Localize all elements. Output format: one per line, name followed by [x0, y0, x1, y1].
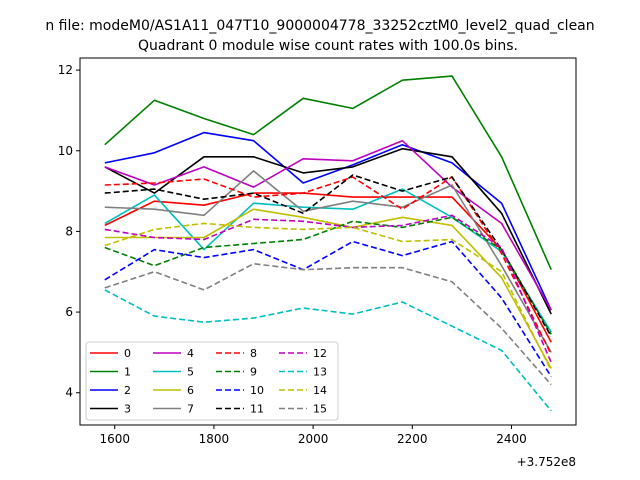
y-tick-label: 8: [65, 224, 73, 238]
x-tick-label: 2000: [298, 432, 329, 446]
figure-suptitle: n file: modeM0/AS1A11_047T10_9000004778_…: [45, 18, 594, 34]
legend-label-10: 10: [250, 384, 264, 397]
legend-label-14: 14: [313, 384, 327, 397]
x-tick-label: 2400: [496, 432, 527, 446]
y-tick-label: 10: [58, 144, 73, 158]
series-line-8: [104, 176, 552, 355]
x-axis-offset-label: +3.752e8: [517, 455, 576, 469]
y-tick-label: 12: [58, 63, 73, 77]
legend-label-13: 13: [313, 366, 327, 379]
legend-label-12: 12: [313, 347, 327, 360]
legend-label-9: 9: [250, 366, 257, 379]
series-line-12: [104, 214, 552, 363]
series-line-2: [104, 131, 552, 311]
legend-label-7: 7: [187, 403, 194, 416]
y-axis: 4 6 8 10 12: [58, 63, 80, 400]
series-line-13: [104, 289, 552, 412]
x-tick-label: 1600: [99, 432, 130, 446]
series-layer: [104, 75, 552, 412]
legend-label-6: 6: [187, 384, 194, 397]
chart-title: Quadrant 0 module wise count rates with …: [138, 38, 518, 54]
legend-label-2: 2: [124, 384, 131, 397]
legend-label-4: 4: [187, 347, 194, 360]
series-line-7: [104, 170, 552, 353]
x-tick-label: 1800: [199, 432, 230, 446]
legend-label-3: 3: [124, 403, 131, 416]
x-tick-label: 2200: [397, 432, 428, 446]
series-line-4: [104, 139, 552, 311]
legend-label-1: 1: [124, 366, 131, 379]
series-line-9: [104, 216, 552, 335]
x-axis: 1600 1800 2000 2200 2400: [99, 425, 527, 446]
series-line-10: [104, 240, 552, 378]
series-line-1: [104, 75, 552, 271]
series-line-3: [104, 147, 552, 315]
series-line-5: [104, 188, 552, 333]
series-line-14: [104, 222, 552, 371]
series-line-15: [104, 262, 552, 386]
legend-box: [85, 341, 339, 421]
legend-label-15: 15: [313, 403, 327, 416]
legend-label-8: 8: [250, 347, 257, 360]
plot-frame: [79, 57, 577, 426]
legend-label-11: 11: [250, 403, 264, 416]
series-line-11: [104, 174, 552, 337]
y-tick-label: 4: [65, 386, 73, 400]
series-line-6: [104, 208, 552, 369]
legend-label-5: 5: [187, 366, 194, 379]
y-tick-label: 6: [65, 305, 73, 319]
legend-label-0: 0: [124, 347, 131, 360]
